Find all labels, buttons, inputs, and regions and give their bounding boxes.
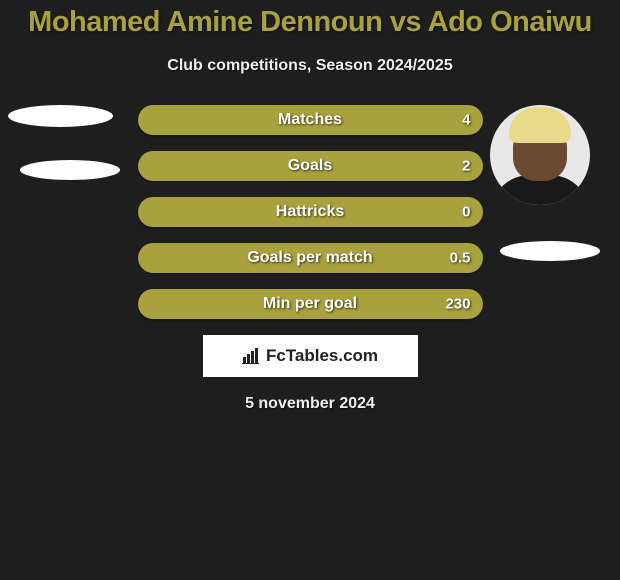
comparison-title: Mohamed Amine Dennoun vs Ado Onaiwu — [0, 0, 620, 39]
stat-value-right: 0 — [462, 204, 470, 221]
stat-bar-hattricks: Hattricks 0 — [138, 197, 483, 227]
stat-value-right: 0.5 — [450, 250, 471, 267]
player-left-name: Mohamed Amine Dennoun — [28, 6, 382, 38]
comparison-main: Matches 4 Goals 2 Hattricks 0 Goals per … — [0, 105, 620, 319]
stat-label: Hattricks — [276, 203, 344, 221]
stat-label: Goals per match — [247, 249, 372, 267]
vs-separator: vs — [390, 6, 428, 38]
stat-value-right: 2 — [462, 158, 470, 175]
stat-label: Goals — [288, 157, 332, 175]
stat-bars: Matches 4 Goals 2 Hattricks 0 Goals per … — [138, 105, 483, 319]
stat-bar-matches: Matches 4 — [138, 105, 483, 135]
avatar-hair — [509, 107, 571, 143]
season-subtitle: Club competitions, Season 2024/2025 — [0, 57, 620, 75]
stat-value-right: 230 — [445, 296, 470, 313]
fctables-logo: FcTables.com — [203, 335, 418, 377]
player-right-name: Ado Onaiwu — [428, 6, 592, 38]
stat-label: Matches — [278, 111, 342, 129]
bar-chart-icon — [242, 348, 262, 364]
decorative-ellipse — [8, 105, 113, 127]
stat-bar-min-per-goal: Min per goal 230 — [138, 289, 483, 319]
stat-bar-goals-per-match: Goals per match 0.5 — [138, 243, 483, 273]
stat-bar-goals: Goals 2 — [138, 151, 483, 181]
snapshot-date: 5 november 2024 — [0, 395, 620, 413]
stat-value-right: 4 — [462, 112, 470, 129]
logo-text: FcTables.com — [266, 346, 378, 366]
player-right-avatar — [490, 105, 590, 205]
decorative-ellipse — [500, 241, 600, 261]
stat-label: Min per goal — [263, 295, 357, 313]
decorative-ellipse — [20, 160, 120, 180]
